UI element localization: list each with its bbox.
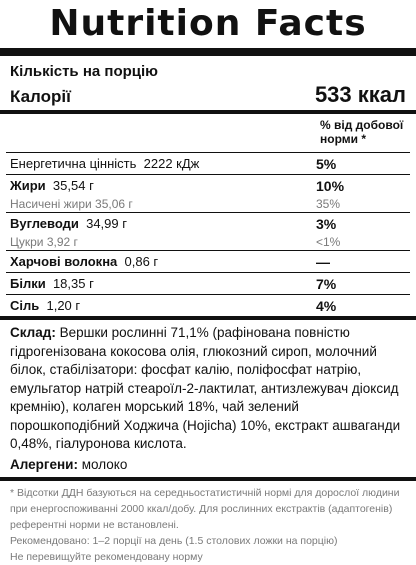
nutrient-row-fiber: Харчові волокна 0,86 г — <box>6 251 410 272</box>
footnote-line: Не перевищуйте рекомендовану норму <box>10 550 203 563</box>
nutrient-label: Сіль <box>10 298 40 313</box>
nutrient-label: Харчові волокна <box>10 254 118 269</box>
nutrient-label: Вуглеводи <box>10 216 79 231</box>
notes-divider <box>0 476 416 481</box>
daily-value-header-line1: % від добової <box>320 118 404 132</box>
nutrient-row-protein: Білки 18,35 г 7% <box>6 273 410 294</box>
nutrition-facts-panel: Nutrition Facts Кількість на порцію Кало… <box>0 3 416 563</box>
panel-title: Nutrition Facts <box>49 3 367 44</box>
ingredients-label: Склад: <box>10 325 56 340</box>
salt-block: Сіль 1,20 г 4% <box>6 294 410 316</box>
nutrient-amount: 35,06 г <box>95 197 133 211</box>
footnotes: * Відсотки ДДН базуються на середньостат… <box>6 481 410 565</box>
nutrient-label: Енергетична цінність <box>10 156 137 171</box>
nutrient-name: Вуглеводи 34,99 г <box>10 216 127 231</box>
allergens-value: молоко <box>81 456 128 472</box>
nutrient-label: Білки <box>10 276 46 291</box>
fat-block: Жири 35,54 г 10% Насичені жири 35,06 г 3… <box>6 174 410 212</box>
nutrient-name: Жири 35,54 г <box>10 178 94 193</box>
title-divider <box>0 48 416 56</box>
nutrient-label: Цукри <box>10 235 44 249</box>
nutrient-amount: 18,35 г <box>52 276 94 291</box>
nutrient-label: Жири <box>10 178 46 193</box>
ingredients-text: Вершки рослинні 71,1% (рафінована повніс… <box>10 325 401 451</box>
allergens-line: Алергени: молоко <box>6 456 410 477</box>
nutrient-amount: 0,86 г <box>124 254 159 269</box>
footnote-line: при енергоспоживанні 2000 ккал/добу. Для… <box>10 502 393 515</box>
nutrient-amount: 2222 кДж <box>143 156 200 171</box>
nutrient-row-sugars: Цукри 3,92 г <1% <box>6 234 410 250</box>
nutrient-percent: 10% <box>316 177 345 194</box>
footnote-line: референтні норми не встановлені. <box>10 518 179 531</box>
protein-block: Білки 18,35 г 7% <box>6 272 410 294</box>
energy-block: Енергетична цінність 2222 кДж 5% <box>6 152 410 174</box>
nutrient-name: Білки 18,35 г <box>10 276 94 291</box>
nutrient-percent: — <box>316 253 330 270</box>
daily-value-header-text: % від добової норми * <box>320 118 410 148</box>
ingredients-divider <box>0 316 416 320</box>
nutrient-name: Харчові волокна 0,86 г <box>10 254 158 269</box>
fiber-block: Харчові волокна 0,86 г — <box>6 250 410 272</box>
calories-row: Калорії 533 ккал <box>6 82 410 110</box>
carbohydrate-block: Вуглеводи 34,99 г 3% Цукри 3,92 г <1% <box>6 212 410 250</box>
calories-label: Калорії <box>10 87 71 106</box>
serving-label: Кількість на порцію <box>10 63 158 80</box>
ingredients-section: Склад: Вершки рослинні 71,1% (рафінована… <box>6 320 410 456</box>
nutrient-amount: 34,99 г <box>86 216 127 231</box>
nutrient-name: Цукри 3,92 г <box>10 235 78 249</box>
nutrient-name: Насичені жири 35,06 г <box>10 197 133 211</box>
footnote-line: * Відсотки ДДН базуються на середньостат… <box>10 486 400 499</box>
nutrient-amount: 1,20 г <box>46 298 81 313</box>
nutrient-label: Насичені жири <box>10 197 92 211</box>
nutrient-percent: 35% <box>316 197 341 211</box>
nutrient-row-saturated-fat: Насичені жири 35,06 г 35% <box>6 196 410 212</box>
nutrient-row-carbohydrates: Вуглеводи 34,99 г 3% <box>6 213 410 234</box>
daily-value-header-line2: норми * <box>320 132 367 146</box>
nutrient-amount: 3,92 г <box>46 235 78 249</box>
nutrient-percent: 3% <box>316 215 337 232</box>
nutrient-percent: 7% <box>316 275 337 292</box>
nutrient-row-energy: Енергетична цінність 2222 кДж 5% <box>6 153 410 174</box>
nutrient-name: Сіль 1,20 г <box>10 298 80 313</box>
allergens-label: Алергени: <box>10 456 78 472</box>
nutrient-row-fat: Жири 35,54 г 10% <box>6 175 410 196</box>
calories-divider <box>0 110 416 114</box>
nutrient-percent: 4% <box>316 297 337 314</box>
daily-value-header: % від добової норми * <box>6 114 410 152</box>
nutrient-name: Енергетична цінність 2222 кДж <box>10 156 199 171</box>
nutrient-percent: 5% <box>316 155 337 172</box>
nutrient-amount: 35,54 г <box>52 178 94 193</box>
footnote-line: Рекомендовано: 1–2 порції на день (1.5 с… <box>10 534 338 547</box>
nutrient-percent: <1% <box>316 235 341 249</box>
calories-value: 533 ккал <box>314 82 406 107</box>
nutrient-row-salt: Сіль 1,20 г 4% <box>6 295 410 316</box>
